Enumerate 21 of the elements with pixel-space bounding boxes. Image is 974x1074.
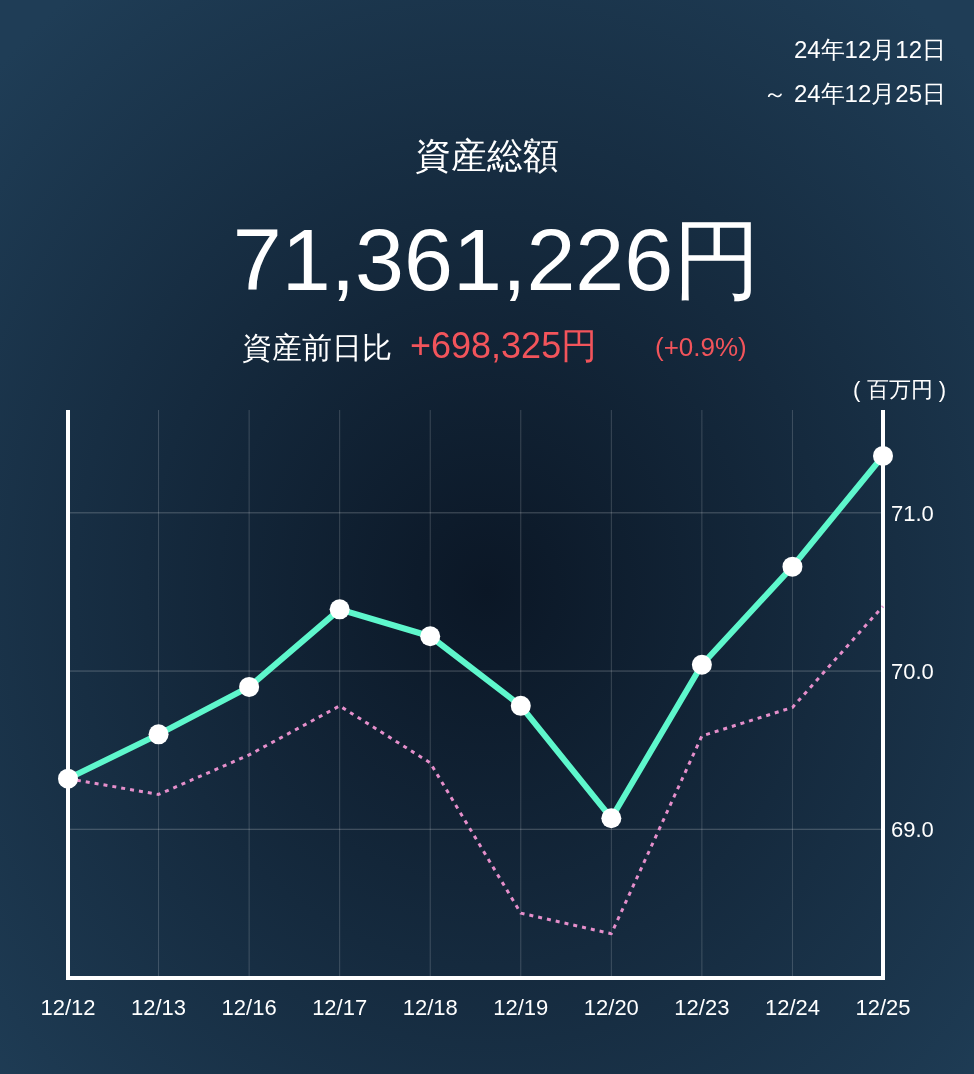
x-tick-label: 12/13 bbox=[131, 995, 187, 1020]
text: 24年12月12日 bbox=[793, 36, 946, 63]
x-tick-label: 12/23 bbox=[674, 995, 730, 1020]
x-tick-label: 12/12 bbox=[40, 995, 96, 1020]
x-tick-label: 12/18 bbox=[402, 995, 458, 1020]
x-tick-label: 12/17 bbox=[312, 995, 368, 1020]
y-axis-title: ( 百万円 ) bbox=[853, 377, 946, 402]
text: 資産前日比 bbox=[242, 331, 392, 364]
y-tick-label: 70.0 bbox=[891, 659, 934, 685]
chart-subtitle: 71,361,226円 bbox=[232, 210, 762, 309]
y-tick-label: 71.0 bbox=[891, 500, 934, 526]
x-tick-label: 12/24 bbox=[764, 995, 820, 1020]
chart-title: 資産総額 bbox=[415, 135, 559, 176]
x-tick-label: 12/19 bbox=[493, 995, 549, 1020]
x-tick-label: 12/16 bbox=[221, 995, 277, 1020]
text: (+0.9%) bbox=[655, 332, 747, 362]
text: +698,325円 bbox=[410, 325, 598, 366]
x-tick-label: 12/20 bbox=[583, 995, 639, 1020]
text: ～ 24年12月25日 bbox=[763, 80, 946, 107]
x-tick-label: 12/25 bbox=[855, 995, 911, 1020]
y-tick-label: 69.0 bbox=[891, 817, 934, 843]
